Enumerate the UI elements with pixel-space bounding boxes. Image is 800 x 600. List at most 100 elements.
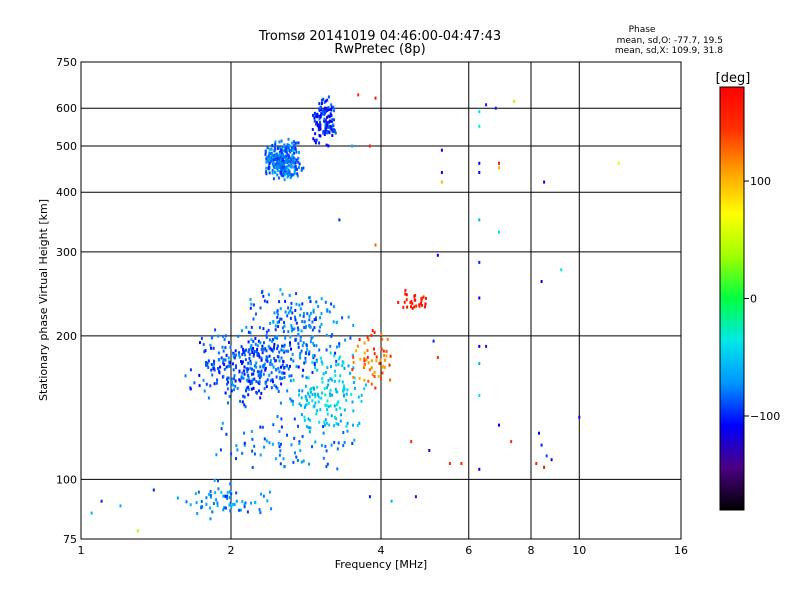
data-point <box>221 421 224 425</box>
data-point <box>234 384 237 388</box>
data-point <box>329 394 332 398</box>
data-point <box>287 153 290 157</box>
data-point <box>280 166 283 170</box>
data-point <box>285 165 288 169</box>
data-point <box>339 374 342 378</box>
data-point <box>367 361 370 365</box>
data-point <box>324 109 327 113</box>
data-point <box>241 362 243 365</box>
data-point <box>290 165 293 169</box>
data-point <box>247 379 250 383</box>
data-point <box>226 497 229 500</box>
data-point <box>363 364 366 368</box>
data-point <box>189 503 192 507</box>
data-point <box>283 166 286 169</box>
data-point <box>375 359 378 363</box>
data-point <box>560 268 563 272</box>
data-point <box>298 393 300 397</box>
data-point <box>410 440 413 444</box>
data-point <box>247 330 250 334</box>
data-point <box>221 345 224 349</box>
data-point <box>300 396 303 400</box>
data-point <box>370 382 373 386</box>
data-point <box>298 440 301 444</box>
data-point <box>265 172 268 176</box>
data-point <box>287 306 290 310</box>
data-point <box>321 376 324 380</box>
data-point <box>386 337 389 341</box>
data-point <box>297 141 300 145</box>
data-point <box>290 324 293 327</box>
data-point <box>297 166 300 169</box>
data-point <box>238 369 241 373</box>
data-point <box>323 100 326 104</box>
data-point <box>176 496 179 500</box>
data-point <box>247 374 249 377</box>
data-point <box>335 321 338 325</box>
data-point <box>322 97 325 101</box>
data-point <box>382 364 385 368</box>
data-point <box>338 357 341 361</box>
data-point <box>210 346 213 350</box>
data-point <box>247 385 250 389</box>
data-point <box>299 335 302 339</box>
data-point <box>428 449 431 452</box>
data-point <box>259 306 262 310</box>
data-point <box>377 374 380 378</box>
data-point <box>271 168 274 172</box>
data-point <box>318 117 321 121</box>
data-point <box>286 170 289 174</box>
data-point <box>255 365 258 369</box>
data-point <box>238 355 241 359</box>
data-point <box>232 362 234 366</box>
data-point <box>250 430 253 433</box>
data-point <box>296 174 299 178</box>
data-point <box>365 358 368 362</box>
data-point <box>312 341 315 345</box>
data-point <box>250 379 253 383</box>
data-point <box>243 350 245 354</box>
data-point <box>249 361 252 365</box>
data-point <box>280 148 283 152</box>
data-point <box>440 180 443 184</box>
data-point <box>291 399 294 403</box>
data-point <box>370 366 373 370</box>
data-point <box>269 359 272 363</box>
data-point <box>277 441 280 445</box>
data-point <box>215 381 218 385</box>
data-point <box>283 371 286 375</box>
data-point <box>243 441 246 445</box>
data-point <box>332 320 335 324</box>
data-point <box>282 169 285 173</box>
data-point <box>238 508 241 512</box>
data-point <box>274 158 277 161</box>
data-point <box>283 465 286 469</box>
data-point <box>203 389 206 393</box>
data-point <box>280 442 282 446</box>
data-point <box>288 364 291 368</box>
data-point <box>289 341 291 345</box>
data-point <box>216 378 219 382</box>
data-point <box>228 361 231 365</box>
data-point <box>405 298 408 302</box>
data-point <box>231 381 233 384</box>
data-point <box>342 361 345 365</box>
data-point <box>256 344 259 348</box>
data-point <box>249 359 252 363</box>
data-point <box>324 121 327 125</box>
data-point <box>336 401 339 405</box>
data-point <box>268 161 271 165</box>
data-point <box>360 393 363 397</box>
data-point <box>210 336 213 340</box>
data-point <box>285 151 288 155</box>
data-point <box>269 321 272 325</box>
data-point <box>272 164 275 168</box>
data-point <box>283 376 286 379</box>
data-point <box>289 176 292 180</box>
data-point <box>271 340 274 343</box>
data-point <box>240 360 242 363</box>
data-point <box>336 447 339 451</box>
data-point <box>241 353 244 356</box>
data-point <box>314 392 317 396</box>
data-point <box>448 462 451 465</box>
